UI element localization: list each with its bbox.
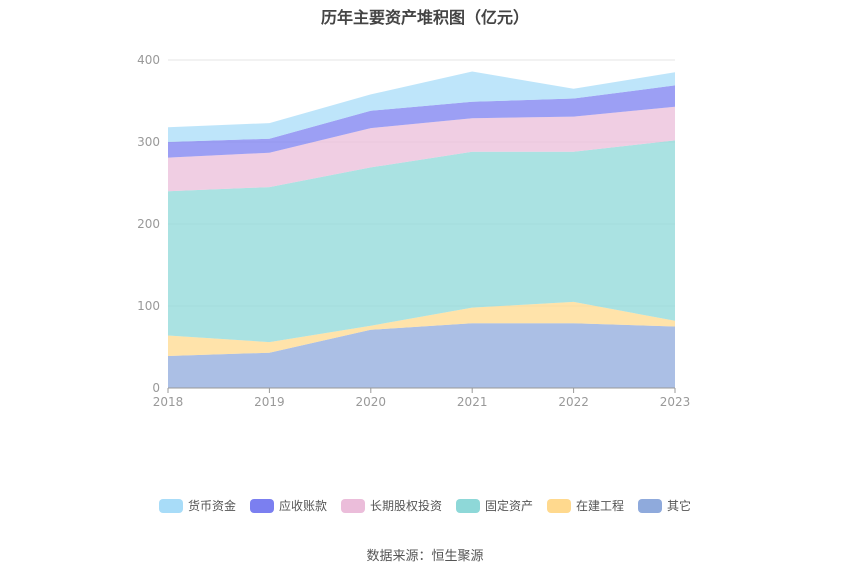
legend-label: 其它 [667, 499, 692, 513]
area-series [168, 71, 675, 388]
legend: 货币资金 应收账款 长期股权投资 固定资产 在建工程 其它 [0, 497, 850, 514]
y-tick-label: 0 [152, 381, 160, 395]
legend-swatch [638, 498, 663, 513]
legend-swatch [456, 498, 480, 513]
y-tick-label: 400 [137, 53, 160, 67]
area-series-3 [168, 106, 675, 192]
area-series-4 [168, 85, 675, 158]
x-tick-label: 2019 [254, 395, 285, 409]
area-series-5 [168, 71, 675, 142]
chart-title: 历年主要资产堆积图（亿元） [320, 8, 529, 27]
legend-swatch [547, 498, 572, 513]
x-tick-label: 2022 [558, 395, 589, 409]
x-tick-label: 2023 [660, 395, 691, 409]
legend-swatch [158, 498, 183, 513]
legend-item[interactable]: 在建工程 [547, 497, 624, 514]
data-source: 数据来源：恒生聚源 [366, 549, 484, 564]
axes: 0 100 200 300 400 2018 2019 2020 2021 2022 2023 [137, 53, 690, 409]
x-tick-label: 2021 [457, 395, 488, 409]
y-tick-label: 200 [137, 217, 160, 231]
x-tick-label: 2020 [356, 395, 387, 409]
legend-label: 应收账款 [278, 499, 327, 513]
legend-item[interactable]: 长期股权投资 [340, 497, 442, 514]
legend-label: 长期股权投资 [369, 499, 442, 513]
area-series-0 [168, 323, 675, 388]
legend-item[interactable]: 固定资产 [456, 497, 533, 514]
y-tick-label: 100 [137, 299, 160, 313]
legend-label: 货币资金 [187, 499, 236, 513]
legend-label: 固定资产 [485, 499, 534, 513]
x-tick-label: 2018 [153, 395, 184, 409]
y-tick-label: 300 [137, 135, 160, 149]
legend-label: 在建工程 [576, 499, 625, 513]
legend-item[interactable]: 应收账款 [249, 497, 327, 514]
area-series-1 [168, 301, 675, 356]
area-series-2 [168, 140, 675, 343]
legend-swatch [249, 498, 274, 513]
legend-item[interactable]: 其它 [638, 497, 691, 514]
legend-swatch [340, 498, 365, 513]
legend-item[interactable]: 货币资金 [158, 497, 236, 514]
